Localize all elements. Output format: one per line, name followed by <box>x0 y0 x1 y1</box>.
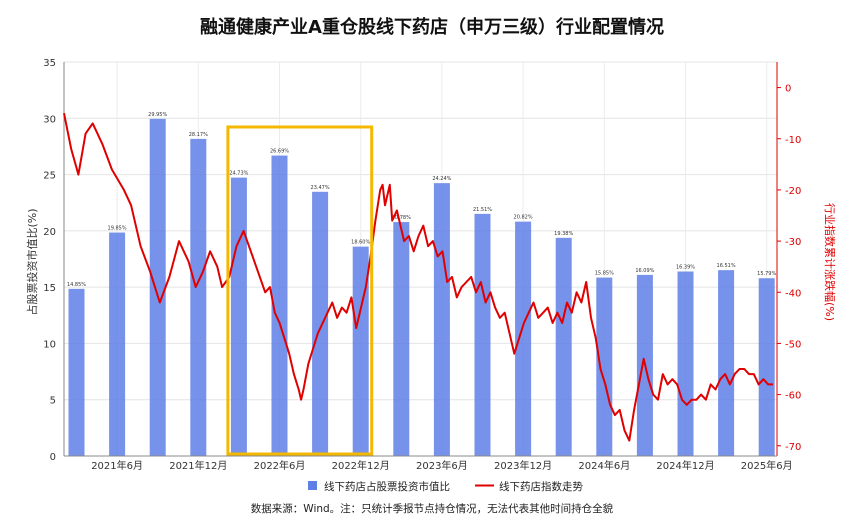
x-tick-label: 2025年6月 <box>741 459 793 472</box>
left-tick-label: 5 <box>50 396 56 407</box>
bar-value-label: 20.78% <box>392 215 411 221</box>
right-tick-label: -40 <box>785 288 801 299</box>
bar <box>230 177 247 457</box>
left-tick-label: 30 <box>43 114 56 125</box>
bar-value-label: 23.47% <box>311 185 330 191</box>
source-note: 数据来源：Wind。注：只统计季报节点持仓情况，无法代表其他时间持仓全貌 <box>251 502 614 515</box>
x-tick-label: 2023年6月 <box>416 459 468 472</box>
bar-value-label: 24.73% <box>229 171 248 177</box>
legend: 线下药店占股票投资市值比 线下药店指数走势 <box>308 480 583 493</box>
left-axis-ticks: 0 5 10 15 20 25 30 35 <box>43 58 65 463</box>
bar-value-label: 15.85% <box>595 271 614 277</box>
bar-value-label: 19.38% <box>554 231 573 237</box>
grid-lines <box>64 61 777 457</box>
bar-value-label: 18.60% <box>351 240 370 246</box>
left-tick-label: 25 <box>43 171 56 182</box>
bar-value-label: 26.69% <box>270 149 289 155</box>
left-tick-label: 20 <box>43 227 56 238</box>
x-tick-label: 2024年6月 <box>578 459 630 472</box>
left-tick-label: 35 <box>43 58 56 69</box>
bar-value-label: 28.17% <box>189 132 208 138</box>
bar <box>555 237 572 456</box>
highlight-box <box>226 125 374 456</box>
right-tick-label: -70 <box>785 442 801 453</box>
bar <box>68 288 85 456</box>
bar <box>271 155 288 456</box>
bar <box>352 246 369 456</box>
x-tick-label: 2021年6月 <box>91 459 143 472</box>
bar-value-label: 14.85% <box>67 282 86 288</box>
right-tick-label: 0 <box>785 84 791 95</box>
right-tick-label: -30 <box>785 237 801 248</box>
right-axis-ticks: 0 -10 -20 -30 -40 -50 -60 -70 <box>776 62 801 456</box>
left-tick-label: 10 <box>43 339 56 350</box>
bar <box>718 270 735 456</box>
bar-value-label: 21.51% <box>473 207 492 213</box>
chart-title: 融通健康产业A重仓股线下药店（申万三级）行业配置情况 <box>200 16 664 38</box>
bar <box>758 278 775 456</box>
x-tick-label: 2022年6月 <box>254 459 306 472</box>
left-axis-label: 占股票投资市值比(%) <box>25 208 39 315</box>
x-tick-label: 2024年12月 <box>656 459 714 472</box>
left-tick-label: 15 <box>43 283 56 294</box>
bar <box>596 277 613 456</box>
bar-value-label: 16.09% <box>635 268 654 274</box>
right-tick-label: -50 <box>785 339 801 350</box>
bar-value-label: 15.79% <box>757 271 776 277</box>
right-axis-label: 行业指数累计涨跌幅(%) <box>823 203 837 321</box>
right-tick-label: -20 <box>785 186 801 197</box>
bar <box>393 222 410 456</box>
bar-value-label: 24.24% <box>432 176 451 182</box>
bar-value-labels: 14.85% 19.85% 29.95% 28.17% 24.73% 26.69% 23.4… <box>67 112 777 288</box>
right-tick-label: -10 <box>785 135 801 146</box>
left-tick-label: 0 <box>50 452 56 463</box>
right-tick-label: -60 <box>785 391 801 402</box>
line-series <box>63 113 773 442</box>
x-tick-label: 2022年12月 <box>332 459 390 472</box>
bar <box>515 221 532 456</box>
bar <box>149 118 166 456</box>
legend-bar-swatch <box>308 481 317 490</box>
x-tick-label: 2023年12月 <box>494 459 552 472</box>
bar <box>433 183 450 456</box>
bar <box>190 138 207 456</box>
index-line <box>63 113 773 442</box>
bar <box>109 232 126 456</box>
bar-value-label: 29.95% <box>148 112 167 118</box>
bar <box>677 271 694 456</box>
bar-value-label: 20.82% <box>514 215 533 221</box>
bar-value-label: 16.51% <box>717 263 736 269</box>
bar <box>474 213 491 456</box>
bar <box>312 191 329 456</box>
x-tick-label: 2021年12月 <box>169 459 227 472</box>
bar-value-label: 16.39% <box>676 264 695 270</box>
legend-line-label: 线下药店指数走势 <box>499 480 583 493</box>
bar-value-label: 19.85% <box>108 226 127 232</box>
x-axis-ticks: 2021年6月 2021年12月 2022年6月 2022年12月 2023年6月 202… <box>64 455 793 472</box>
highlight-rect <box>226 125 374 456</box>
legend-bar-label: 线下药店占股票投资市值比 <box>324 480 450 493</box>
